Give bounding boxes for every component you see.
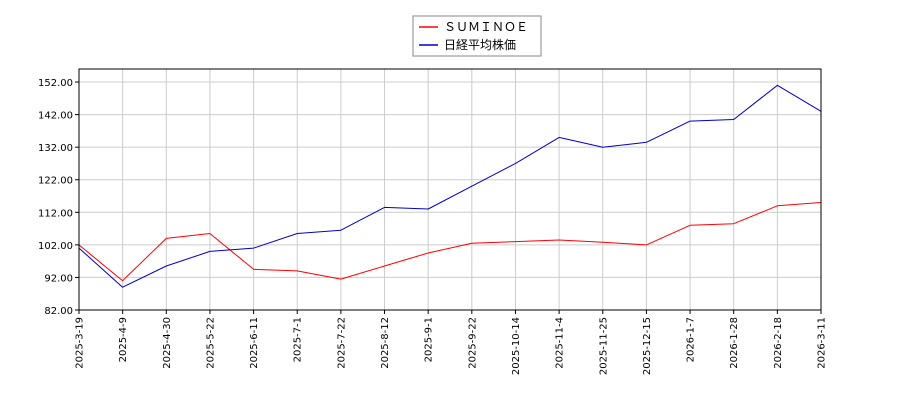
x-tick-label: 2025-4-30 — [162, 317, 173, 369]
y-tick-label: 92.00 — [44, 273, 73, 284]
x-tick-label: 2025-9-1 — [424, 317, 435, 362]
x-tick-label: 2025-9-22 — [467, 317, 478, 369]
series-lines — [78, 84, 822, 288]
y-tick-label: 102.00 — [38, 241, 73, 252]
x-tick-label: 2025-5-22 — [205, 317, 216, 369]
x-tick-label: 2025-11-25 — [598, 317, 609, 375]
legend: ＳＵＭＩＮＯＥ 日経平均株価 — [412, 15, 542, 57]
y-axis-ticks: 82.00 92.00 102.00 112.00 122.00 132.00 142.00… — [38, 78, 79, 317]
y-tick-label: 152.00 — [38, 78, 73, 89]
x-tick-label: 2025-7-1 — [293, 317, 304, 362]
y-tick-label: 132.00 — [38, 143, 73, 154]
legend-label-sumninoe: ＳＵＭＩＮＯＥ — [444, 20, 528, 34]
x-tick-label: 2025-4-9 — [118, 317, 129, 362]
series-line-0 — [78, 202, 822, 282]
x-tick-label: 2025-8-12 — [380, 317, 391, 369]
series-line-1 — [78, 84, 822, 288]
x-tick-label: 2026-3-11 — [817, 317, 828, 369]
y-tick-label: 82.00 — [44, 306, 73, 317]
plot-area-frame — [78, 68, 822, 311]
x-tick-label: 2025-7-22 — [336, 317, 347, 369]
x-tick-label: 2025-11-4 — [555, 317, 566, 369]
legend-box — [412, 15, 542, 57]
x-tick-label: 2025-12-15 — [642, 317, 653, 375]
x-tick-label: 2026-2-18 — [773, 317, 784, 369]
x-tick-label: 2026-1-7 — [686, 317, 697, 362]
x-tick-label: 2025-10-14 — [511, 317, 522, 375]
y-tick-label: 112.00 — [38, 208, 73, 219]
x-tick-label: 2025-3-19 — [75, 317, 86, 369]
grid — [78, 69, 822, 311]
legend-label-nikkei: 日経平均株価 — [444, 37, 516, 52]
x-tick-label: 2026-1-28 — [729, 317, 740, 369]
x-axis-ticks: 2025-3-19 2025-4-9 2025-4-30 2025-5-22 2025-… — [75, 310, 828, 375]
x-tick-label: 2025-6-11 — [249, 317, 260, 369]
y-tick-label: 122.00 — [38, 176, 73, 187]
y-tick-label: 142.00 — [38, 111, 73, 122]
